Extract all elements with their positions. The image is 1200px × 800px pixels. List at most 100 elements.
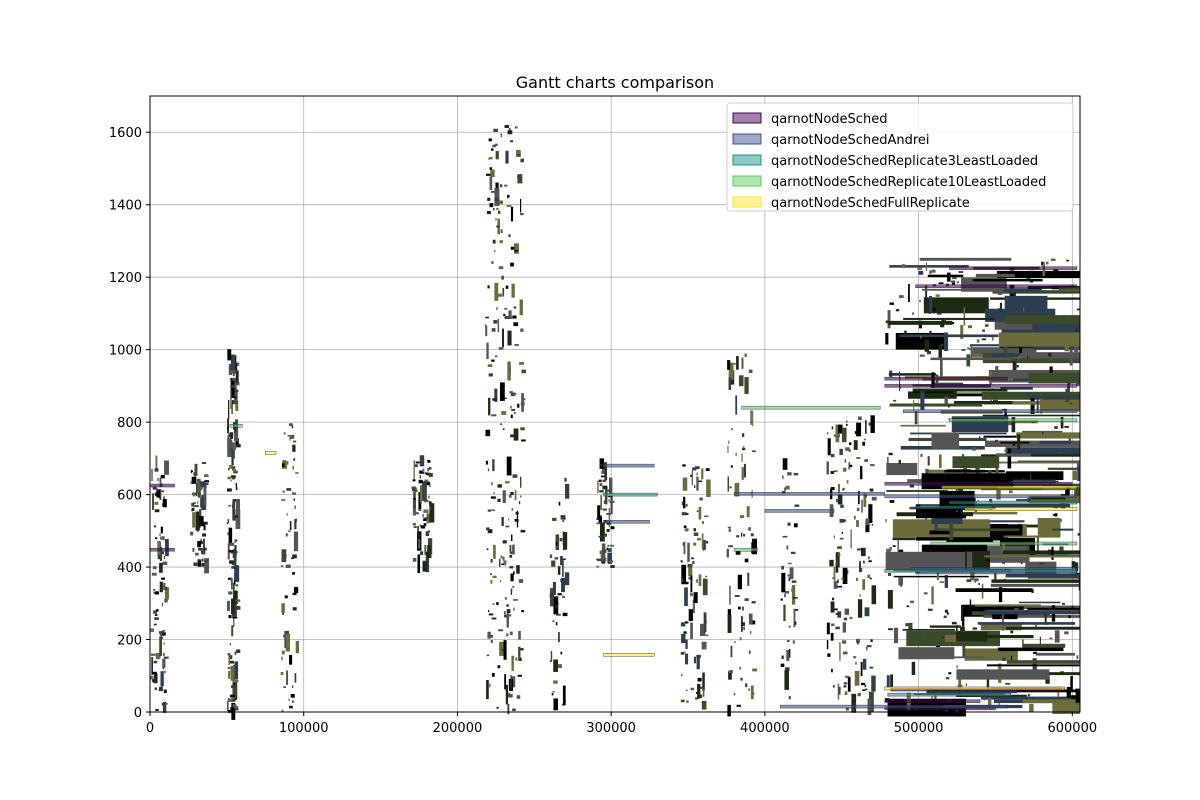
task-mark bbox=[511, 283, 515, 298]
task-mark bbox=[419, 524, 422, 527]
task-mark bbox=[831, 426, 834, 430]
task-mark bbox=[856, 422, 862, 437]
task-mark bbox=[508, 694, 513, 698]
task-mark bbox=[848, 449, 851, 452]
task-mark bbox=[200, 540, 203, 544]
task-mark bbox=[701, 468, 704, 480]
task-mark bbox=[293, 587, 299, 594]
task-mark bbox=[295, 472, 299, 474]
task-mark bbox=[680, 560, 683, 563]
task-mark bbox=[841, 532, 844, 534]
task-mark bbox=[957, 684, 963, 687]
task-mark bbox=[232, 560, 234, 563]
task-mark bbox=[892, 545, 896, 547]
task-mark bbox=[154, 687, 158, 691]
task-mark bbox=[164, 598, 168, 603]
task-mark bbox=[424, 517, 429, 520]
task-mark bbox=[509, 566, 514, 569]
task-mark bbox=[735, 395, 738, 415]
task-mark bbox=[291, 571, 296, 575]
task-mark bbox=[229, 660, 234, 664]
task-mark bbox=[1069, 402, 1073, 405]
task-mark bbox=[228, 655, 233, 660]
task-mark bbox=[931, 586, 934, 605]
task-mark bbox=[738, 375, 744, 387]
task-mark bbox=[549, 593, 555, 598]
task-mark bbox=[1053, 269, 1059, 271]
task-mark bbox=[596, 517, 600, 521]
task-mark bbox=[502, 490, 506, 504]
task-mark bbox=[486, 342, 489, 360]
task-mark bbox=[427, 468, 430, 471]
task-mark bbox=[830, 632, 834, 641]
task-mark bbox=[154, 468, 159, 472]
task-mark bbox=[859, 594, 861, 597]
task-mark bbox=[159, 533, 161, 536]
task-mark bbox=[234, 565, 240, 582]
task-mark bbox=[735, 551, 741, 555]
task-mark bbox=[1049, 637, 1053, 640]
task-mark bbox=[191, 470, 194, 473]
task-mark bbox=[201, 558, 204, 562]
task-mark bbox=[927, 456, 930, 466]
task-mark bbox=[1002, 561, 1006, 564]
task-mark bbox=[196, 478, 201, 494]
task-mark bbox=[507, 130, 513, 135]
task-mark bbox=[700, 623, 705, 637]
task-mark bbox=[608, 495, 613, 498]
task-mark bbox=[750, 685, 754, 700]
task-mark bbox=[286, 670, 289, 685]
task-mark bbox=[730, 465, 733, 468]
task-mark bbox=[919, 354, 925, 357]
task-mark bbox=[919, 257, 1012, 261]
task-mark bbox=[950, 307, 954, 312]
task-mark bbox=[984, 555, 1080, 558]
task-mark bbox=[519, 361, 525, 365]
task-mark bbox=[731, 428, 733, 431]
task-mark bbox=[937, 528, 1020, 532]
task-mark bbox=[831, 623, 835, 627]
task-mark bbox=[500, 423, 503, 426]
task-mark bbox=[492, 672, 495, 677]
task-mark bbox=[843, 487, 845, 490]
task-mark bbox=[862, 689, 866, 692]
task-mark bbox=[555, 613, 561, 616]
task-mark bbox=[504, 316, 509, 319]
task-mark bbox=[939, 359, 943, 378]
task-mark bbox=[1052, 528, 1074, 531]
task-mark bbox=[849, 464, 853, 468]
task-mark bbox=[906, 605, 910, 608]
task-mark bbox=[868, 556, 870, 560]
task-mark bbox=[501, 649, 504, 651]
task-mark bbox=[234, 391, 238, 404]
task-mark bbox=[750, 620, 756, 625]
task-mark bbox=[418, 509, 421, 512]
task-mark bbox=[1054, 513, 1058, 517]
task-mark bbox=[850, 529, 852, 549]
task-mark bbox=[741, 357, 744, 369]
task-mark bbox=[918, 270, 924, 275]
task-mark bbox=[486, 679, 489, 700]
task-mark bbox=[517, 674, 522, 677]
task-mark bbox=[152, 493, 154, 510]
task-mark bbox=[1004, 449, 1008, 452]
task-mark bbox=[518, 646, 521, 661]
task-mark bbox=[425, 533, 430, 537]
task-mark bbox=[867, 574, 871, 579]
task-mark bbox=[160, 475, 165, 479]
task-mark bbox=[969, 599, 972, 606]
task-mark bbox=[513, 322, 519, 327]
task-mark bbox=[499, 240, 503, 244]
task-mark bbox=[999, 302, 1003, 312]
task-mark bbox=[231, 404, 234, 415]
task-mark bbox=[780, 663, 785, 667]
task-mark bbox=[785, 485, 790, 490]
task-mark bbox=[923, 592, 928, 595]
task-mark bbox=[553, 680, 558, 684]
task-mark bbox=[492, 239, 496, 244]
task-mark bbox=[826, 640, 829, 650]
task-mark bbox=[948, 418, 950, 420]
task-mark bbox=[494, 355, 498, 358]
task-mark bbox=[599, 483, 603, 487]
task-mark bbox=[429, 507, 432, 510]
